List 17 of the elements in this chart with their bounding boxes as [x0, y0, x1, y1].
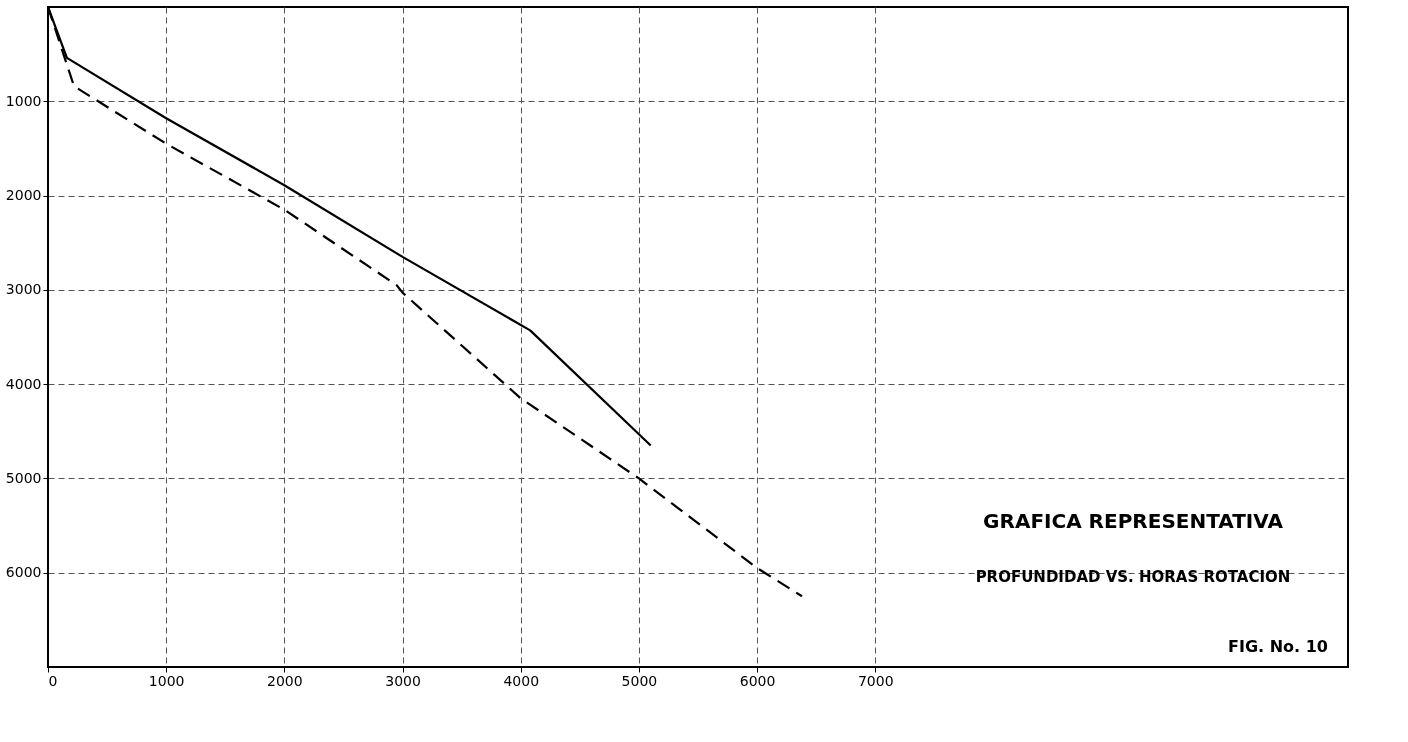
text: GRAFICA REPRESENTATIVA — [983, 509, 1284, 533]
y-tick-label: 5000 — [5, 469, 42, 486]
text: PROFUNDIDAD VS. HORAS ROTACION — [975, 568, 1291, 586]
y-tick-label: 3000 — [5, 281, 42, 298]
x-tick-label: 6000 — [739, 672, 776, 689]
x-tick-label: 4000 — [503, 672, 540, 689]
y-tick-label: 2000 — [5, 187, 42, 204]
y-tick-label: 4000 — [5, 375, 42, 392]
x-tick-label: 1000 — [148, 672, 185, 689]
x-tick-label: 0 — [48, 672, 58, 689]
x-tick-label: 5000 — [621, 672, 658, 689]
x-tick-label: 7000 — [857, 672, 894, 689]
y-tick-label: 1000 — [5, 92, 42, 109]
x-tick-label: 3000 — [385, 672, 421, 689]
annotation: FIG. No. 10 — [1228, 637, 1328, 656]
x-tick-label: 2000 — [267, 672, 303, 689]
y-tick-label: 6000 — [5, 564, 42, 581]
